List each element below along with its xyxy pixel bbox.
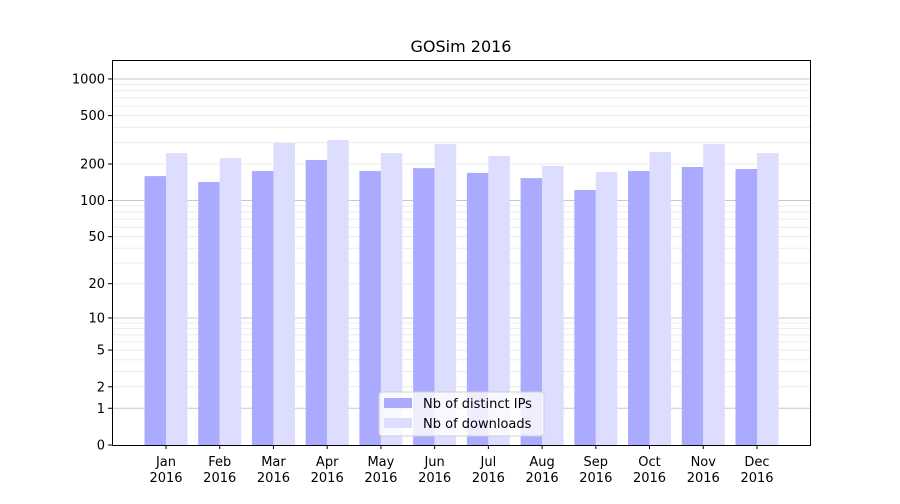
- x-tick-label: Jun: [423, 455, 444, 470]
- y-tick-label: 0: [97, 439, 105, 454]
- bar-distinct-ips: [681, 166, 704, 445]
- x-tick-label: 2016: [203, 471, 236, 486]
- bar-downloads: [542, 165, 564, 445]
- bar-distinct-ips: [305, 159, 328, 446]
- bar-distinct-ips: [413, 168, 435, 445]
- x-tick-label: Aug: [529, 455, 554, 470]
- bar-distinct-ips: [574, 190, 596, 445]
- legend-swatch: [384, 398, 412, 408]
- x-tick-label: Nov: [691, 455, 717, 470]
- x-tick-label: Mar: [261, 455, 286, 470]
- bar-downloads: [488, 155, 510, 445]
- x-tick-label: 2016: [418, 471, 451, 486]
- x-tick-label: Apr: [316, 455, 339, 470]
- y-tick-label: 5: [97, 344, 105, 359]
- legend-label: Nb of distinct IPs: [423, 397, 532, 412]
- bar-downloads: [327, 140, 349, 445]
- x-tick-label: May: [367, 455, 394, 470]
- y-tick-label: 10: [88, 311, 105, 326]
- x-tick-label: 2016: [687, 471, 720, 486]
- legend: Nb of distinct IPs Nb of downloads: [378, 391, 545, 437]
- x-tick-label: Jul: [480, 455, 497, 470]
- x-tick-label: Oct: [638, 455, 660, 470]
- bar-downloads: [757, 153, 779, 445]
- bar-distinct-ips: [359, 171, 381, 445]
- bar-downloads: [703, 144, 725, 445]
- x-tick-label: Sep: [584, 455, 609, 470]
- bar-downloads: [595, 171, 618, 445]
- bar-downloads: [273, 142, 295, 445]
- x-tick-label: Dec: [744, 455, 769, 470]
- axes-frame: [112, 60, 811, 446]
- x-tick-label: Feb: [208, 455, 231, 470]
- legend-swatch: [384, 418, 412, 428]
- bar-distinct-ips: [198, 182, 220, 445]
- y-tick-label: 20: [88, 277, 105, 292]
- y-tick-label: 1: [97, 402, 105, 417]
- bar-downloads: [219, 158, 242, 445]
- bar-downloads: [434, 144, 457, 445]
- x-tick-label: 2016: [633, 471, 666, 486]
- y-tick-label: 200: [80, 158, 105, 173]
- x-tick-label: 2016: [579, 471, 612, 486]
- bar-downloads: [166, 153, 188, 445]
- x-tick-label: 2016: [472, 471, 505, 486]
- legend-box: [378, 391, 545, 437]
- bar-distinct-ips: [735, 168, 757, 446]
- x-tick-label: 2016: [149, 471, 182, 486]
- y-tick-label: 100: [80, 194, 105, 209]
- bar-distinct-ips: [466, 172, 489, 445]
- y-tick-label: 1000: [72, 72, 105, 87]
- bar-distinct-ips: [144, 176, 166, 446]
- y-tick-label: 2: [97, 380, 105, 395]
- bar-distinct-ips: [520, 178, 543, 445]
- x-tick-label: 2016: [311, 471, 344, 486]
- x-tick-label: 2016: [257, 471, 290, 486]
- legend-label: Nb of downloads: [423, 417, 532, 432]
- x-tick-label: 2016: [526, 471, 559, 486]
- x-tick-label: Jan: [155, 455, 176, 470]
- x-tick-label: 2016: [364, 471, 397, 486]
- bar-downloads: [649, 152, 672, 446]
- chart-title: GOSim 2016: [411, 37, 512, 56]
- bar-downloads: [380, 153, 403, 445]
- bar-distinct-ips: [251, 171, 274, 445]
- y-tick-label: 500: [80, 109, 105, 124]
- y-tick-label: 50: [88, 230, 105, 245]
- bar-distinct-ips: [628, 171, 650, 445]
- x-tick-label: 2016: [740, 471, 773, 486]
